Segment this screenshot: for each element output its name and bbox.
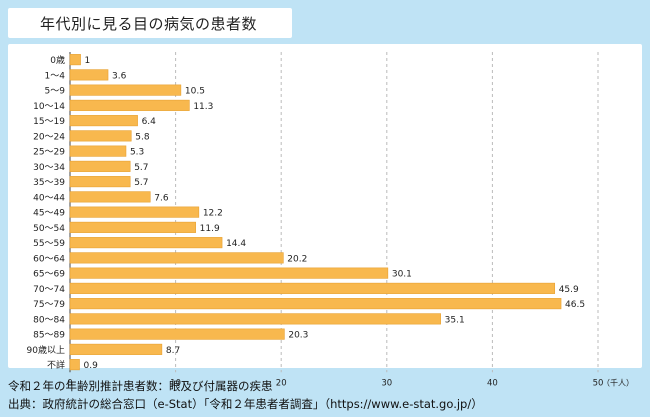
category-label: 不詳 (47, 359, 65, 371)
bar-1 (69, 69, 109, 81)
value-label: 3.6 (112, 71, 127, 81)
bar-15 (69, 282, 556, 294)
unit-label: （千人） (602, 377, 634, 387)
value-label: 8.7 (166, 346, 180, 356)
value-label: 5.3 (130, 148, 144, 158)
value-label: 7.6 (154, 193, 169, 203)
category-label: 1～4 (45, 71, 66, 81)
category-label: 20～24 (33, 132, 65, 142)
value-label: 5.7 (134, 178, 148, 188)
bar-6 (69, 145, 127, 157)
bar-5 (69, 130, 132, 142)
page-title: 年代別に見る目の病気の患者数 (40, 15, 258, 33)
category-label: 50～54 (33, 224, 65, 234)
bar-13 (69, 252, 284, 264)
category-label: 80～84 (33, 315, 65, 325)
category-label: 15～19 (33, 117, 65, 127)
category-label: 35～39 (33, 178, 65, 188)
bar-0 (69, 54, 81, 66)
category-label: 55～59 (33, 239, 65, 249)
bar-4 (69, 115, 138, 127)
title-box: 年代別に見る目の病気の患者数 (8, 8, 292, 38)
bar-12 (69, 237, 223, 249)
x-tick-label: 30 (381, 378, 392, 388)
category-label: 45～49 (33, 209, 65, 219)
category-label: 30～34 (33, 163, 65, 173)
bar-18 (69, 328, 285, 340)
category-label: 25～29 (33, 148, 65, 158)
value-label: 20.3 (288, 331, 308, 341)
bar-11 (69, 221, 196, 233)
category-label: 65～69 (33, 270, 65, 280)
category-label: 70～74 (33, 285, 65, 295)
x-tick-label: 10 (170, 378, 181, 388)
value-label: 5.7 (134, 163, 148, 173)
category-label: 90歳以上 (27, 344, 65, 356)
value-label: 6.4 (142, 117, 157, 127)
category-label: 60～64 (33, 254, 65, 264)
bar-9 (69, 191, 151, 203)
value-label: 1 (85, 56, 91, 66)
category-label: 85～89 (33, 331, 65, 341)
category-label: 10～14 (33, 102, 65, 112)
bar-7 (69, 160, 131, 172)
labels: 0 10 20 30 40 50（千人） 0歳 1 1～4 3.6 5～9 10.5 10～14 11.3… (27, 54, 634, 388)
category-label: 40～44 (33, 193, 65, 203)
value-label: 5.8 (135, 132, 150, 142)
value-label: 11.9 (200, 224, 220, 234)
value-label: 11.3 (193, 102, 213, 112)
bars (69, 54, 562, 371)
bar-8 (69, 176, 131, 188)
bar-10 (69, 206, 200, 218)
value-label: 30.1 (392, 270, 412, 280)
x-tick-label: 40 (487, 378, 498, 388)
bar-19 (69, 343, 163, 355)
value-label: 35.1 (445, 315, 465, 325)
value-label: 20.2 (287, 254, 307, 264)
x-tick-label: 0 (67, 378, 72, 388)
bar-3 (69, 99, 190, 111)
value-label: 12.2 (203, 209, 223, 219)
footer-note: 令和２年の年齢別推計患者数：眼及び付属器の疾患 (8, 379, 273, 393)
value-label: 10.5 (185, 87, 205, 97)
bar-14 (69, 267, 389, 279)
category-label: 0歳 (50, 54, 65, 66)
bar-16 (69, 298, 562, 310)
value-label: 46.5 (565, 300, 585, 310)
bar-2 (69, 84, 182, 96)
category-label: 75～79 (33, 300, 65, 310)
value-label: 45.9 (559, 285, 579, 295)
category-label: 5～9 (45, 87, 66, 97)
value-label: 0.9 (84, 361, 99, 371)
x-tick-label: 50 (593, 378, 604, 388)
bar-20 (69, 359, 80, 371)
x-tick-label: 20 (276, 378, 287, 388)
value-label: 14.4 (226, 239, 246, 249)
footer-source: 出典：政府統計の総合窓口（e-Stat）「令和２年患者者調査」（https://… (8, 397, 483, 411)
bar-17 (69, 313, 441, 325)
